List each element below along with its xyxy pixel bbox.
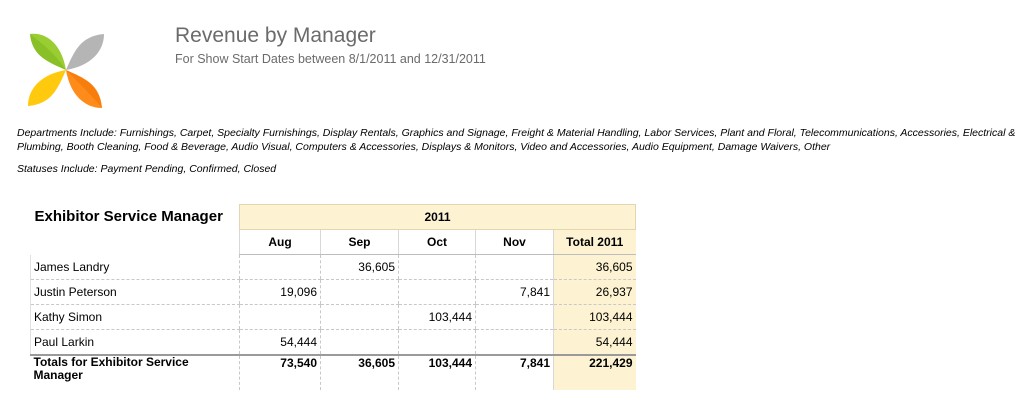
report-title: Revenue by Manager — [175, 24, 376, 47]
totals-row: Totals for Exhibitor Service Manager 73,… — [30, 354, 636, 390]
totals-label: Totals for Exhibitor Service Manager — [30, 354, 240, 390]
cell-total: 36,605 — [553, 254, 636, 280]
table-row: James Landry 36,605 36,605 — [30, 254, 636, 280]
cell-aug: 19,096 — [239, 279, 321, 305]
cell-total: 103,444 — [553, 304, 636, 330]
revenue-table: Exhibitor Service Manager 2011 Aug Sep O… — [30, 204, 636, 390]
cell-oct — [398, 329, 476, 356]
table-row: Paul Larkin 54,444 54,444 — [30, 329, 636, 356]
cell-sep — [320, 304, 399, 330]
cell-oct: 103,444 — [398, 304, 476, 330]
table-row: Justin Peterson 19,096 7,841 26,937 — [30, 279, 636, 305]
cell-nov — [475, 304, 554, 330]
total-sep: 36,605 — [320, 354, 399, 390]
cell-sep — [320, 279, 399, 305]
cell-aug — [239, 304, 321, 330]
grand-total: 221,429 — [553, 354, 636, 390]
departments-note: Departments Include: Furnishings, Carpet… — [17, 127, 1016, 153]
cell-aug — [239, 254, 321, 280]
column-header-sep: Sep — [320, 229, 399, 255]
column-header-nov: Nov — [475, 229, 554, 255]
cell-total: 54,444 — [553, 329, 636, 356]
total-nov: 7,841 — [475, 354, 554, 390]
logo-petal-orange — [66, 70, 102, 108]
cell-sep — [320, 329, 399, 356]
manager-name: Kathy Simon — [30, 304, 240, 330]
total-aug: 73,540 — [239, 354, 321, 390]
manager-name: James Landry — [30, 254, 240, 280]
cell-oct — [398, 279, 476, 305]
report-subtitle: For Show Start Dates between 8/1/2011 an… — [175, 52, 486, 66]
statuses-note: Statuses Include: Payment Pending, Confi… — [17, 163, 277, 175]
column-header-oct: Oct — [398, 229, 476, 255]
manager-name: Justin Peterson — [30, 279, 240, 305]
table-row: Kathy Simon 103,444 103,444 — [30, 304, 636, 330]
total-oct: 103,444 — [398, 354, 476, 390]
year-header: 2011 — [239, 204, 636, 230]
logo-petal-gray — [66, 34, 104, 70]
column-header-aug: Aug — [239, 229, 321, 255]
cell-nov — [475, 329, 554, 356]
company-logo — [28, 33, 104, 108]
cell-aug: 54,444 — [239, 329, 321, 356]
cell-sep: 36,605 — [320, 254, 399, 280]
manager-name: Paul Larkin — [30, 329, 240, 356]
row-header-label: Exhibitor Service Manager — [34, 207, 223, 225]
cell-nov — [475, 254, 554, 280]
cell-nov: 7,841 — [475, 279, 554, 305]
logo-petal-yellow — [28, 70, 66, 106]
cell-oct — [398, 254, 476, 280]
column-header-total: Total 2011 — [553, 229, 636, 255]
cell-total: 26,937 — [553, 279, 636, 305]
